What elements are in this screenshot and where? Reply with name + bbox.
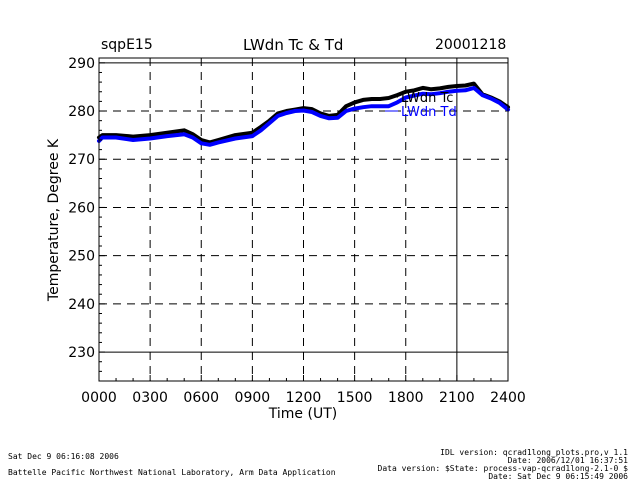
y-axis-label: Temperature, Degree K xyxy=(46,138,62,302)
footer-date: Date: 2006/12/01 16:37:51 xyxy=(507,456,628,465)
y-tick-label: 260 xyxy=(68,200,95,216)
x-tick-label: 0000 xyxy=(81,390,117,406)
footer-date-2: Date: Sat Dec 9 06:15:49 2006 xyxy=(488,472,628,481)
footer-organization: Battelle Pacific Northwest National Labo… xyxy=(8,468,336,477)
series-line-lwdn-td xyxy=(97,85,510,147)
x-tick-label: 2400 xyxy=(490,390,526,406)
grid-lines xyxy=(99,58,508,381)
y-tick-label: 250 xyxy=(68,249,95,265)
date-label: 20001218 xyxy=(435,37,507,53)
y-tick-label: 290 xyxy=(68,56,95,72)
x-tick-label: 2100 xyxy=(439,390,475,406)
y-tick-label: 280 xyxy=(68,104,95,120)
legend-label: LWdn Td xyxy=(401,105,457,120)
axis-ticks xyxy=(98,62,509,381)
x-tick-label: 1800 xyxy=(388,390,424,406)
y-tick-label: 270 xyxy=(68,152,95,168)
site-label: sqpE15 xyxy=(101,37,153,53)
x-tick-label: 0300 xyxy=(132,390,168,406)
y-tick-label: 240 xyxy=(68,297,95,313)
y-tick-label: 230 xyxy=(68,345,95,361)
x-tick-label: 1500 xyxy=(337,390,373,406)
x-tick-label: 0600 xyxy=(183,390,219,406)
footer-idl-version: IDL version: qcrad1long_plots.pro,v 1.1 xyxy=(440,448,628,457)
x-tick-label: 1200 xyxy=(286,390,322,406)
footer-run-time: Sat Dec 9 06:16:08 2006 xyxy=(8,452,119,461)
x-tick-label: 0900 xyxy=(235,390,271,406)
series-line-lwdn-tc xyxy=(97,81,510,145)
legend-label: LWdn Tc xyxy=(401,91,453,106)
chart-title: LWdn Tc & Td xyxy=(243,36,344,54)
tick-labels: 0000 0300 0600 0900 1200 1500 1800 2100 2400 230 2… xyxy=(68,56,526,406)
x-axis-label: Time (UT) xyxy=(268,406,337,422)
series-lines xyxy=(97,81,510,147)
footer-data-version: Data version: $State: process-vap-qcrad1… xyxy=(377,464,628,473)
